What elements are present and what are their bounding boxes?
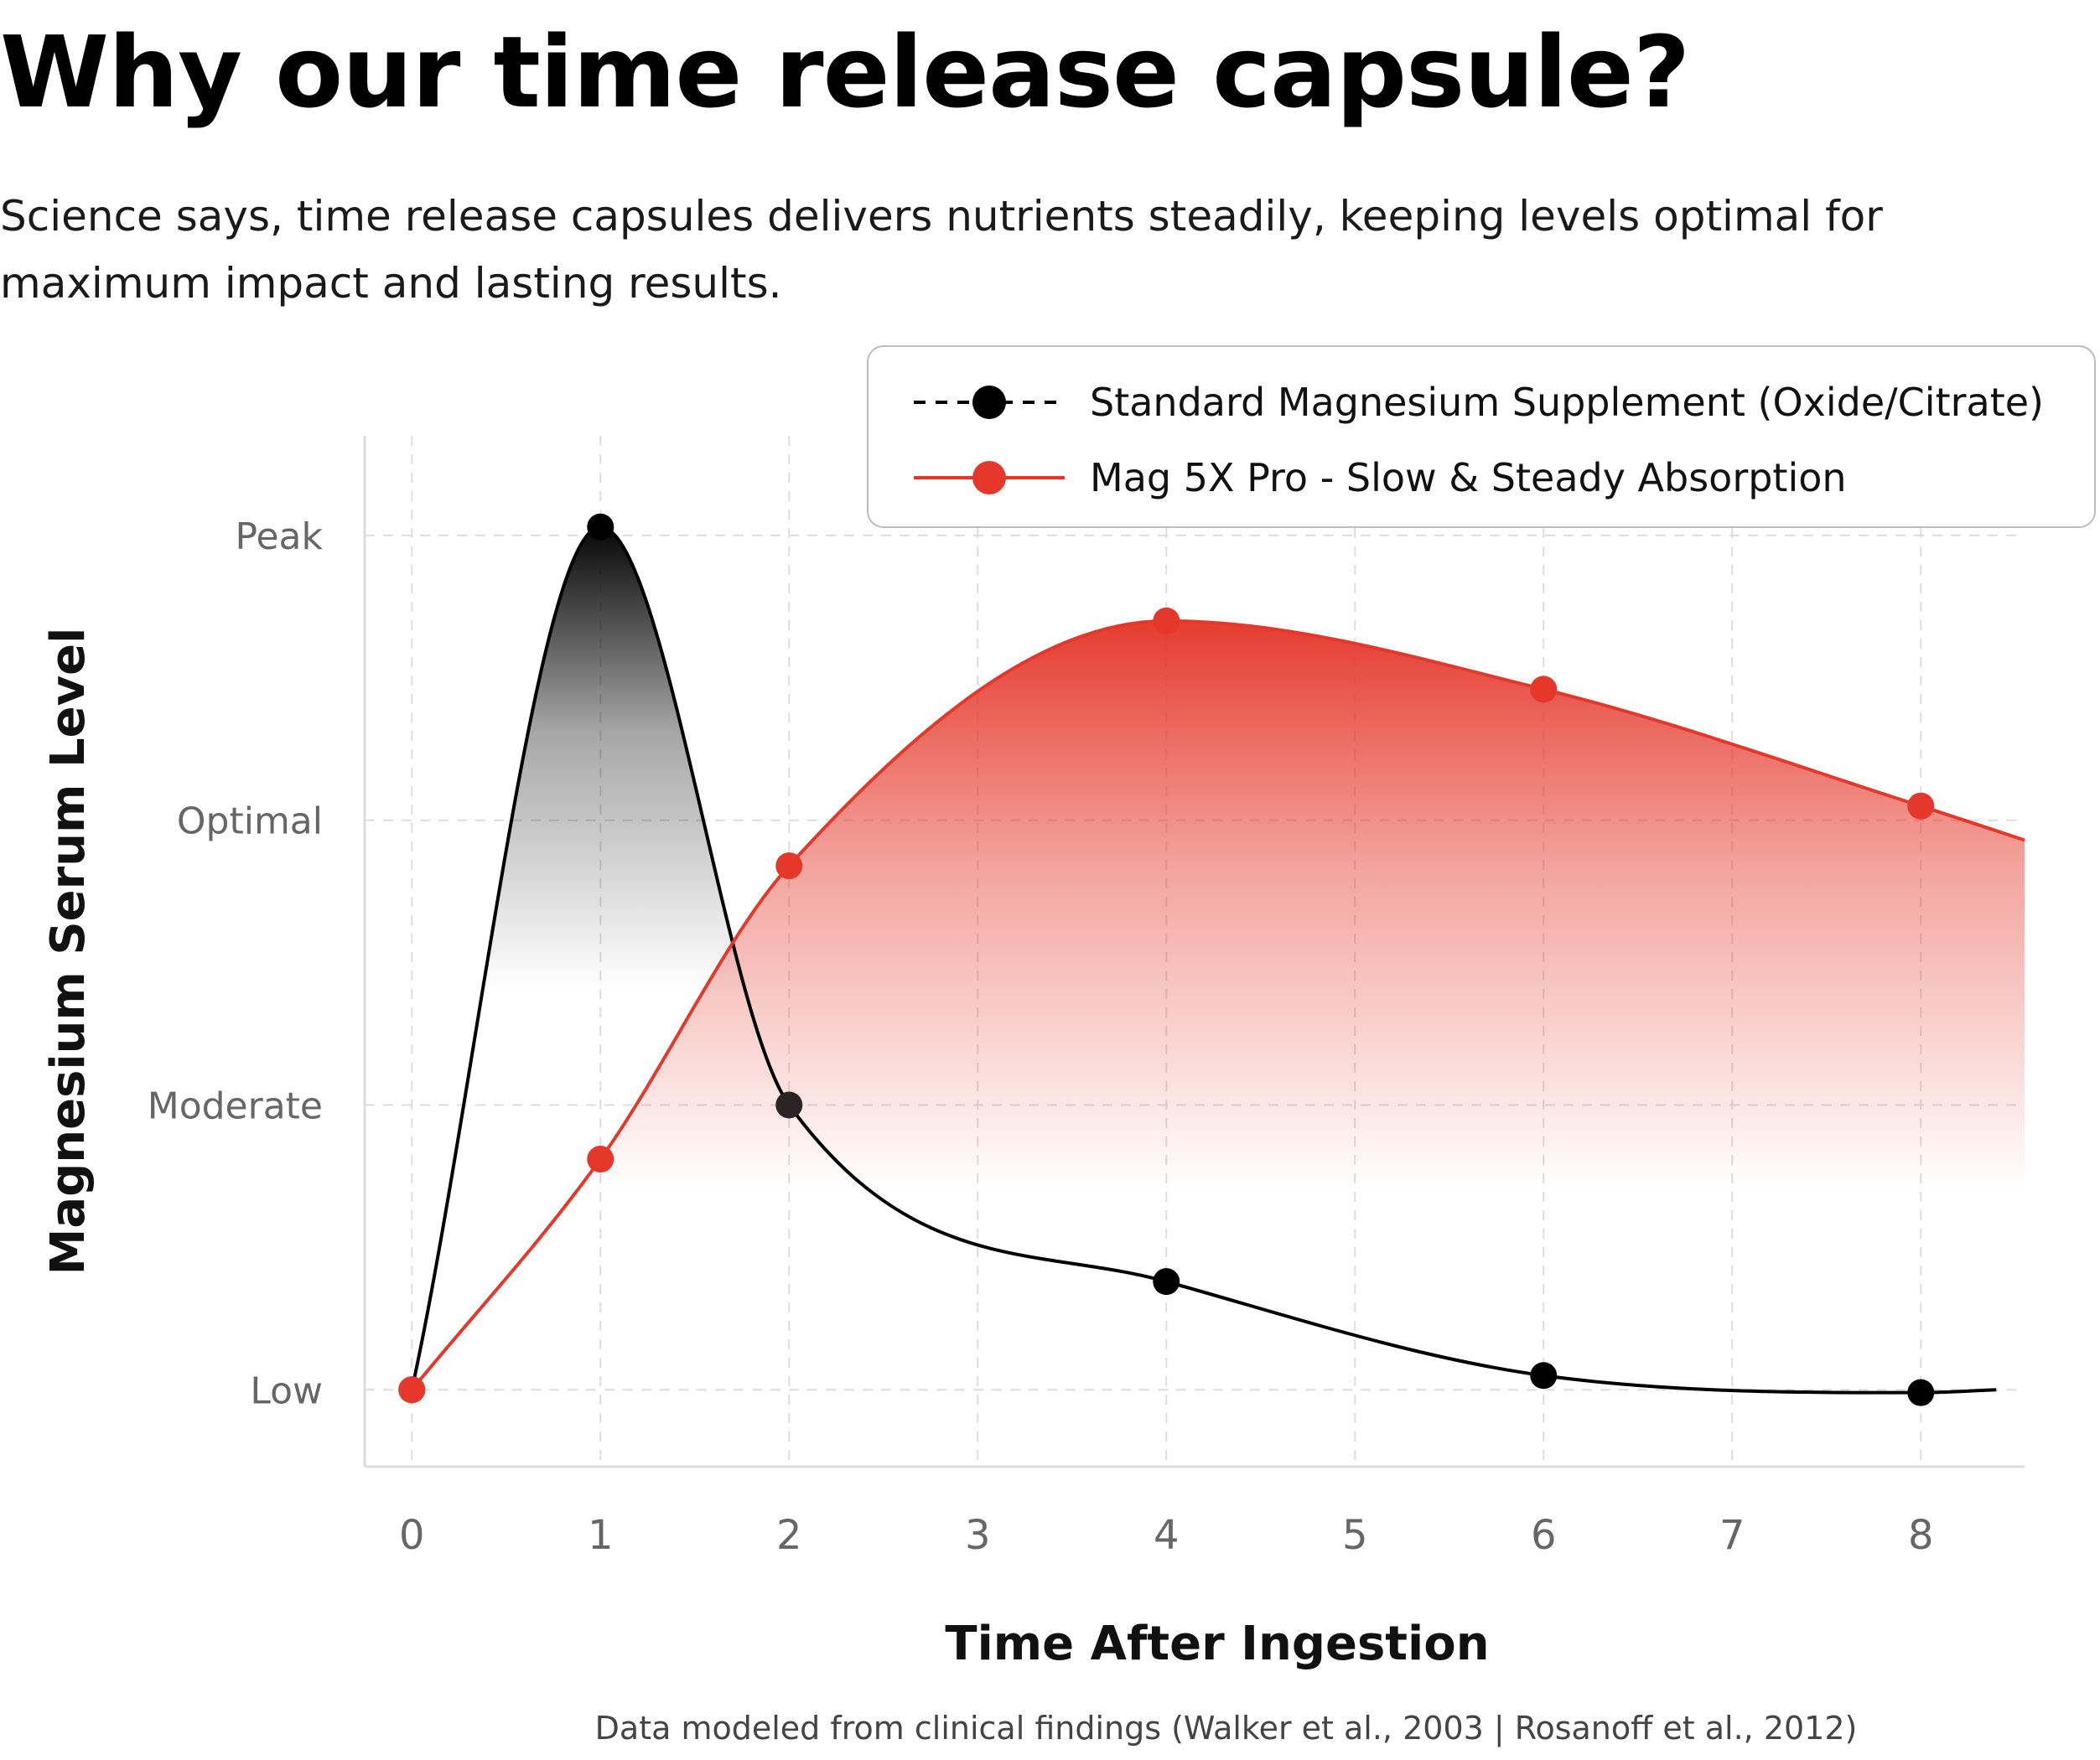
y-tick-label-moderate: Moderate <box>148 1084 323 1127</box>
y-tick-label-low: Low <box>250 1369 323 1412</box>
x-tick-label-7: 7 <box>1719 1512 1745 1559</box>
point-standard-x8 <box>1907 1379 1935 1406</box>
tick-labels: 0 1 2 3 4 5 6 7 8 Low Moderate Optimal Peak <box>148 515 1934 1559</box>
point-mag5x-x8 <box>1907 792 1935 820</box>
point-standard-x1 <box>587 513 614 541</box>
page-subtitle: Science says, time release capsules deli… <box>0 192 1883 308</box>
plot-axes <box>363 436 2025 1468</box>
y-axis-title: Magnesium Serum Level <box>41 628 96 1276</box>
point-mag5x-x1 <box>587 1146 614 1173</box>
point-mag5x-x4 <box>1153 607 1180 634</box>
x-tick-label-0: 0 <box>399 1512 425 1559</box>
line-standard <box>410 525 1997 1395</box>
x-tick-label-6: 6 <box>1531 1512 1557 1559</box>
legend-item-mag5x: Mag 5X Pro - Slow & Steady Absorption <box>914 448 1847 507</box>
point-standard-x6 <box>1530 1362 1558 1390</box>
legend-item-standard: Standard Magnesium Supplement (Oxide/Cit… <box>914 373 2044 432</box>
point-standard-x2 <box>775 1091 803 1119</box>
y-tick-label-peak: Peak <box>236 515 324 558</box>
series-points <box>398 513 1935 1406</box>
area-fills <box>412 526 2025 1393</box>
point-mag5x-x6 <box>1530 676 1558 703</box>
x-tick-label-8: 8 <box>1908 1512 1934 1559</box>
x-tick-label-2: 2 <box>776 1512 802 1559</box>
legend-swatch-standard <box>914 386 1065 419</box>
x-tick-label-5: 5 <box>1342 1512 1368 1559</box>
point-mag5x-x0 <box>398 1376 426 1404</box>
legend-label-mag5x: Mag 5X Pro - Slow & Steady Absorption <box>1090 455 1847 500</box>
x-tick-label-4: 4 <box>1154 1512 1180 1559</box>
point-mag5x-x2 <box>775 852 803 880</box>
x-axis-title: Time After Ingestion <box>945 1617 1489 1671</box>
legend-swatch-mag5x <box>914 461 1065 494</box>
page-title: Why our time release capsule? <box>0 14 1690 130</box>
area-mag5x <box>412 620 2025 1390</box>
legend-label-standard: Standard Magnesium Supplement (Oxide/Cit… <box>1090 380 2044 425</box>
chart-legend: Standard Magnesium Supplement (Oxide/Cit… <box>867 345 2096 528</box>
source-citation: Data modeled from clinical findings (Wal… <box>594 1710 1858 1747</box>
x-tick-label-1: 1 <box>588 1512 614 1559</box>
y-tick-label-optimal: Optimal <box>177 800 323 843</box>
point-standard-x4 <box>1153 1268 1180 1296</box>
x-tick-label-3: 3 <box>965 1512 991 1559</box>
